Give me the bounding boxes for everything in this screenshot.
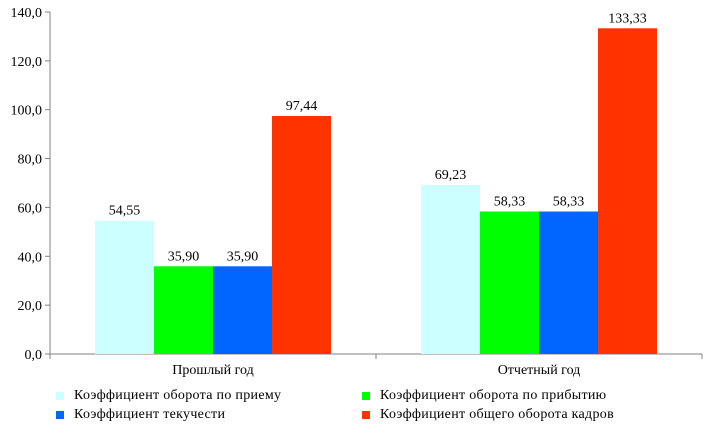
y-tick-label: 100,0 <box>11 104 43 119</box>
bar-value-label: 69,23 <box>435 168 467 183</box>
y-tick-label: 40,0 <box>18 250 43 265</box>
chart-legend: Коэффициент оборота по приему Коэффициен… <box>0 384 704 426</box>
legend-item-total: Коэффициент общего оборота кадров <box>362 406 614 424</box>
bar-value-label: 58,33 <box>553 195 585 210</box>
bar <box>480 211 539 354</box>
bar-value-label: 54,55 <box>109 204 141 219</box>
bar <box>154 266 213 354</box>
y-tick-label: 80,0 <box>18 153 43 168</box>
bar-value-label: 58,33 <box>494 195 526 210</box>
y-tick-label: 60,0 <box>18 201 43 216</box>
legend-label-total: Коэффициент общего оборота кадров <box>380 407 614 422</box>
bar-value-label: 35,90 <box>227 249 259 264</box>
bar-value-label: 97,44 <box>286 99 318 114</box>
y-tick-label: 20,0 <box>18 299 43 314</box>
legend-item-turnover: Коэффициент текучести <box>56 406 225 424</box>
legend-swatch-arrival <box>362 392 370 400</box>
bar <box>213 266 272 354</box>
y-tick-label: 120,0 <box>11 55 43 70</box>
bar <box>95 220 154 354</box>
legend-item-arrival: Коэффициент оборота по прибытию <box>362 387 606 405</box>
bar <box>421 184 480 354</box>
legend-swatch-hire <box>56 392 64 400</box>
legend-label-arrival: Коэффициент оборота по прибытию <box>380 388 607 403</box>
bar-value-label: 35,90 <box>168 249 200 264</box>
bar <box>539 211 598 354</box>
bar-value-label: 133,33 <box>608 11 647 26</box>
x-category-label: Отчетный год <box>498 363 581 378</box>
y-tick-label: 140,0 <box>11 6 43 21</box>
y-tick-label: 0,0 <box>25 348 43 363</box>
legend-item-hire: Коэффициент оборота по приему <box>56 387 281 405</box>
x-category-label: Прошлый год <box>172 363 253 378</box>
chart-canvas: 0,0 20,0 40,0 60,0 80,0 100,0 120,0 140,0 54,55 3… <box>11 6 703 378</box>
bar <box>272 115 331 354</box>
bar <box>598 28 657 355</box>
legend-label-turnover: Коэффициент текучести <box>74 407 226 422</box>
legend-label-hire: Коэффициент оборота по приему <box>74 388 282 403</box>
legend-swatch-turnover <box>56 411 64 419</box>
legend-swatch-total <box>362 411 370 419</box>
